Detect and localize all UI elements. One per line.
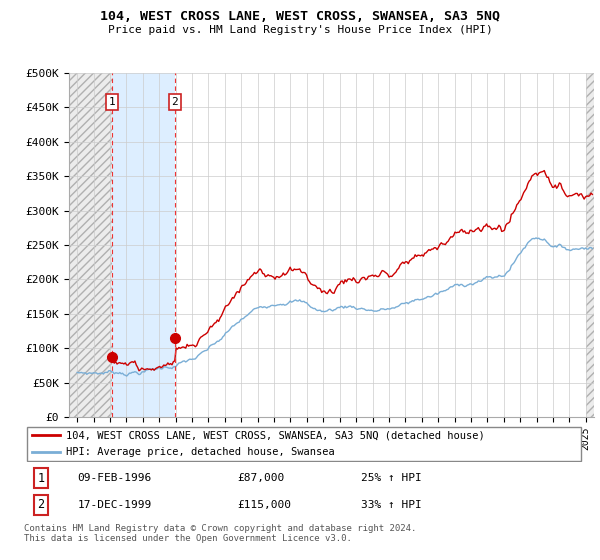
Text: 104, WEST CROSS LANE, WEST CROSS, SWANSEA, SA3 5NQ (detached house): 104, WEST CROSS LANE, WEST CROSS, SWANSE… [66,431,485,440]
Text: 2: 2 [37,498,44,511]
Text: £115,000: £115,000 [237,500,291,510]
Text: 33% ↑ HPI: 33% ↑ HPI [361,500,421,510]
Text: Contains HM Land Registry data © Crown copyright and database right 2024.
This d: Contains HM Land Registry data © Crown c… [24,524,416,543]
Bar [586,73,594,417]
Text: 104, WEST CROSS LANE, WEST CROSS, SWANSEA, SA3 5NQ: 104, WEST CROSS LANE, WEST CROSS, SWANSE… [100,10,500,23]
Text: 25% ↑ HPI: 25% ↑ HPI [361,473,421,483]
Text: Price paid vs. HM Land Registry's House Price Index (HPI): Price paid vs. HM Land Registry's House … [107,25,493,35]
Text: 1: 1 [109,97,115,107]
Text: 17-DEC-1999: 17-DEC-1999 [77,500,152,510]
Text: HPI: Average price, detached house, Swansea: HPI: Average price, detached house, Swan… [66,447,335,457]
Bar [112,73,175,417]
Text: £87,000: £87,000 [237,473,284,483]
FancyBboxPatch shape [27,427,581,460]
Bar [69,73,112,417]
Text: 2: 2 [172,97,178,107]
Text: 1: 1 [37,472,44,484]
Text: 09-FEB-1996: 09-FEB-1996 [77,473,152,483]
